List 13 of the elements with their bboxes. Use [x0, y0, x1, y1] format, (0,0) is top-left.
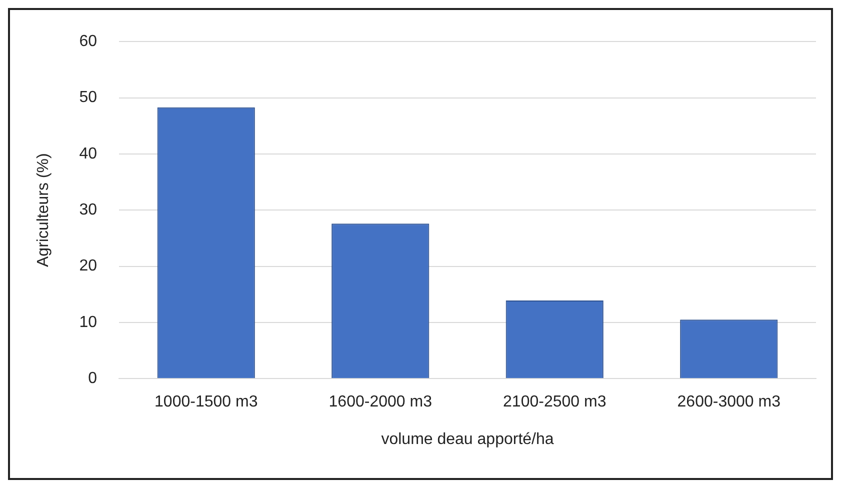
x-axis-title: volume deau apporté/ha: [381, 430, 554, 448]
x-tick-label: 2100-2500 m3: [503, 394, 606, 411]
x-tick-label: 1000-1500 m3: [154, 394, 258, 411]
y-tick-label: 10: [79, 314, 98, 331]
x-tick-label: 1600-2000 m3: [328, 394, 432, 411]
x-tick-label: 2600-3000 m3: [677, 394, 781, 411]
y-tick-label: 40: [79, 145, 98, 162]
y-tick-label: 50: [79, 89, 98, 106]
y-tick-label: 20: [79, 258, 98, 275]
y-tick-label: 60: [79, 33, 98, 50]
y-axis-title: Agriculteurs (%): [35, 153, 52, 268]
y-tick-label: 30: [79, 202, 98, 219]
y-tick-label: 0: [88, 370, 98, 388]
